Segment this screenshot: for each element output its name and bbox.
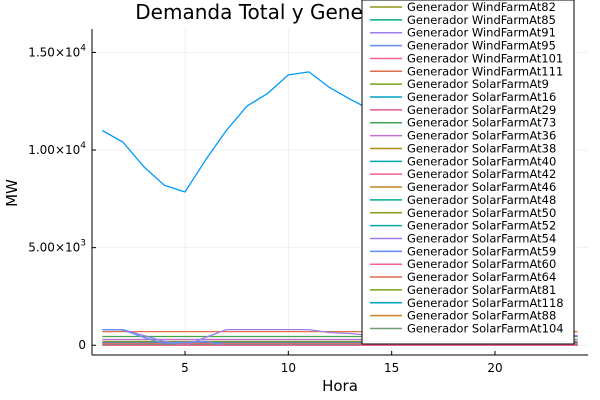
legend-item: Generador WindFarmAt85 bbox=[407, 13, 556, 27]
y-axis-label: MW bbox=[3, 179, 21, 207]
legend-item: Generador SolarFarmAt48 bbox=[407, 193, 556, 207]
legend-item: Generador SolarFarmAt104 bbox=[407, 322, 564, 336]
legend-item: Generador SolarFarmAt38 bbox=[407, 141, 556, 155]
x-tick-label: 20 bbox=[487, 361, 502, 375]
y-tick-exponent: 4 bbox=[80, 141, 86, 151]
legend-item: Generador SolarFarmAt9 bbox=[407, 77, 549, 91]
y-tick-label: 1.50×104 bbox=[28, 43, 86, 59]
y-tick-mantissa: 1.00×10 bbox=[28, 143, 80, 157]
legend-item: Generador SolarFarmAt60 bbox=[407, 257, 556, 271]
legend-item: Generador SolarFarmAt16 bbox=[407, 90, 556, 104]
x-tick-label: 15 bbox=[384, 361, 399, 375]
y-tick-mantissa: 1.50×10 bbox=[28, 45, 80, 59]
legend-item: Generador SolarFarmAt40 bbox=[407, 154, 556, 168]
legend-item: Generador WindFarmAt95 bbox=[407, 39, 556, 53]
legend-item: Generador SolarFarmAt73 bbox=[407, 116, 556, 130]
legend-item: Generador SolarFarmAt88 bbox=[407, 309, 556, 323]
y-tick-label: 5.00×103 bbox=[28, 239, 86, 255]
legend-item: Generador WindFarmAt82 bbox=[407, 0, 556, 14]
legend-item: Generador SolarFarmAt42 bbox=[407, 167, 556, 181]
x-tick-label: 5 bbox=[181, 361, 189, 375]
legend-item: Generador SolarFarmAt52 bbox=[407, 219, 556, 233]
legend-item: Generador SolarFarmAt54 bbox=[407, 231, 556, 245]
y-tick-label: 0 bbox=[78, 338, 86, 352]
legend-item: Generador SolarFarmAt50 bbox=[407, 206, 556, 220]
x-axis-label: Hora bbox=[322, 377, 358, 395]
x-tick-label: 10 bbox=[281, 361, 296, 375]
legend-item: Generador SolarFarmAt29 bbox=[407, 103, 556, 117]
legend-item: Generador WindFarmAt111 bbox=[407, 64, 563, 78]
legend-item: Generador WindFarmAt91 bbox=[407, 26, 556, 40]
legend-item: Generador SolarFarmAt64 bbox=[407, 270, 556, 284]
legend-item: Generador SolarFarmAt118 bbox=[407, 296, 564, 310]
y-tick-mantissa: 0 bbox=[78, 338, 86, 352]
legend-item: Generador SolarFarmAt46 bbox=[407, 180, 556, 194]
y-tick-label: 1.00×104 bbox=[28, 141, 86, 157]
y-tick-exponent: 3 bbox=[80, 239, 86, 249]
y-tick-exponent: 4 bbox=[80, 43, 86, 53]
legend-box bbox=[361, 0, 575, 345]
y-tick-mantissa: 5.00×10 bbox=[28, 241, 80, 255]
legend-item: Generador SolarFarmAt81 bbox=[407, 283, 556, 297]
legend-item: Generador SolarFarmAt59 bbox=[407, 244, 556, 258]
legend-item: Generador SolarFarmAt36 bbox=[407, 129, 556, 143]
legend-item: Generador WindFarmAt101 bbox=[407, 51, 563, 65]
